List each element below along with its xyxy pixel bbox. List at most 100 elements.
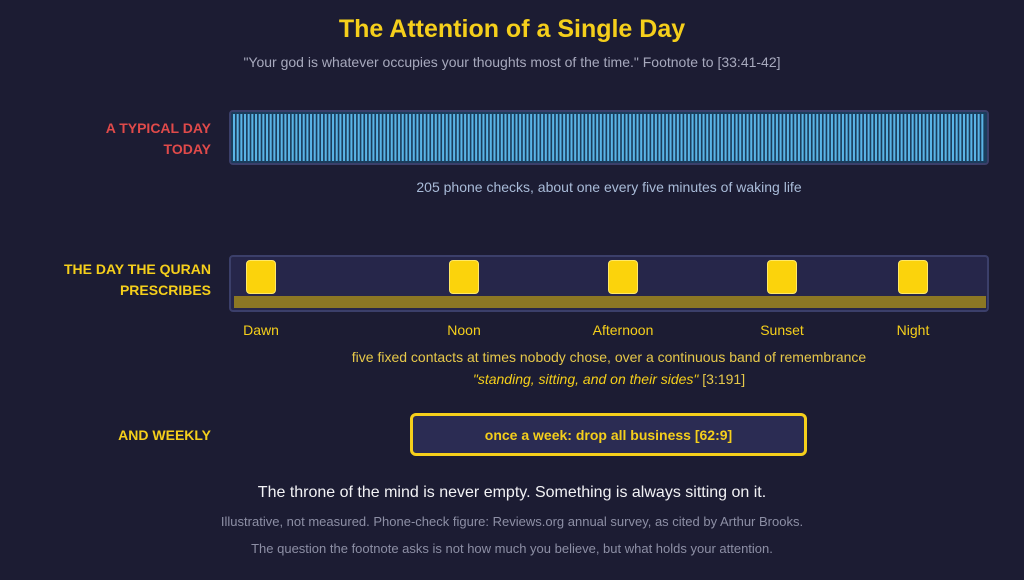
phone-check-tick: [680, 114, 683, 161]
phone-check-tick: [423, 114, 426, 161]
phone-check-tick: [794, 114, 797, 161]
phone-check-tick: [746, 114, 749, 161]
phone-check-tick: [412, 114, 415, 161]
phone-check-tick: [313, 114, 316, 161]
prescribed-day-bar: [229, 255, 989, 312]
phone-check-tick: [889, 114, 892, 161]
prayer-marker-dawn: [246, 260, 276, 294]
phone-check-tick: [863, 114, 866, 161]
phone-check-tick: [504, 114, 507, 161]
phone-check-tick: [974, 114, 977, 161]
phone-check-tick: [541, 114, 544, 161]
phone-check-tick: [651, 114, 654, 161]
phone-check-tick: [390, 114, 393, 161]
phone-check-tick: [944, 114, 947, 161]
phone-check-tick: [907, 114, 910, 161]
phone-check-tick: [871, 114, 874, 161]
phone-check-tick: [478, 114, 481, 161]
phone-check-tick: [357, 114, 360, 161]
phone-check-tick: [445, 114, 448, 161]
prescribed-day-caption: five fixed contacts at times nobody chos…: [351, 349, 867, 365]
phone-check-tick: [841, 114, 844, 161]
phone-check-tick: [526, 114, 529, 161]
phone-check-tick: [464, 114, 467, 161]
phone-check-tick: [416, 114, 419, 161]
phone-check-tick: [882, 114, 885, 161]
phone-check-tick: [588, 114, 591, 161]
phone-check-tick: [328, 114, 331, 161]
phone-check-tick: [508, 114, 511, 161]
phone-check-tick: [981, 114, 984, 161]
phone-check-tick: [625, 114, 628, 161]
phone-check-tick: [940, 114, 943, 161]
phone-check-tick: [654, 114, 657, 161]
page-title: The Attention of a Single Day: [338, 15, 686, 43]
phone-check-tick: [233, 114, 236, 161]
phone-check-tick: [266, 114, 269, 161]
phone-check-tick: [695, 114, 698, 161]
phone-check-tick: [632, 114, 635, 161]
typical-day-label-line1: A TYPICAL DAY: [105, 120, 211, 136]
phone-check-tick: [431, 114, 434, 161]
phone-check-tick: [691, 114, 694, 161]
phone-check-tick: [361, 114, 364, 161]
phone-check-tick: [574, 114, 577, 161]
phone-check-tick: [493, 114, 496, 161]
phone-check-tick: [310, 114, 313, 161]
phone-check-tick: [577, 114, 580, 161]
phone-check-tick: [687, 114, 690, 161]
phone-check-tick: [849, 114, 852, 161]
phone-check-tick: [515, 114, 518, 161]
phone-check-tick: [258, 114, 261, 161]
phone-check-tick: [959, 114, 962, 161]
phone-check-tick: [387, 114, 390, 161]
phone-check-tick: [379, 114, 382, 161]
phone-check-tick: [662, 114, 665, 161]
phone-check-tick: [893, 114, 896, 161]
phone-check-tick: [350, 114, 353, 161]
phone-check-tick: [753, 114, 756, 161]
phone-check-tick: [665, 114, 668, 161]
phone-check-tick: [262, 114, 265, 161]
prayer-label-afternoon: Afternoon: [592, 322, 654, 338]
phone-checks-caption: 205 phone checks, about one every five m…: [416, 179, 802, 195]
phone-check-tick: [640, 114, 643, 161]
phone-check-tick: [368, 114, 371, 161]
phone-check-tick: [552, 114, 555, 161]
phone-check-tick: [489, 114, 492, 161]
phone-check-tick: [911, 114, 914, 161]
phone-check-tick: [720, 114, 723, 161]
phone-check-tick: [530, 114, 533, 161]
phone-check-tick: [401, 114, 404, 161]
phone-check-tick: [658, 114, 661, 161]
phone-checks-bar: [229, 110, 989, 165]
phone-check-tick: [581, 114, 584, 161]
phone-check-tick: [324, 114, 327, 161]
phone-check-tick: [302, 114, 305, 161]
weekly-box-text: once a week: drop all business [62:9]: [484, 426, 733, 443]
phone-check-tick: [750, 114, 753, 161]
quran-day-label-line1: THE DAY THE QURAN: [63, 261, 211, 277]
phone-check-tick: [636, 114, 639, 161]
footnote-question: The question the footnote asks is not ho…: [251, 541, 773, 556]
phone-check-tick: [610, 114, 613, 161]
typical-day-label-line2: TODAY: [163, 141, 211, 157]
quran-day-label-line2: PRESCRIBES: [119, 282, 211, 298]
phone-check-tick: [467, 114, 470, 161]
phone-check-tick: [779, 114, 782, 161]
verse-quote: "standing, sitting, and on their sides": [472, 371, 699, 387]
phone-check-tick: [790, 114, 793, 161]
phone-check-tick: [808, 114, 811, 161]
phone-check-tick: [739, 114, 742, 161]
phone-check-tick: [885, 114, 888, 161]
phone-check-tick: [673, 114, 676, 161]
prayer-label-noon: Noon: [447, 322, 481, 338]
phone-check-tick: [717, 114, 720, 161]
phone-check-tick: [255, 114, 258, 161]
phone-check-tick: [376, 114, 379, 161]
phone-check-tick: [599, 114, 602, 161]
phone-check-tick: [306, 114, 309, 161]
phone-check-tick: [735, 114, 738, 161]
phone-check-tick: [497, 114, 500, 161]
phone-check-tick: [548, 114, 551, 161]
